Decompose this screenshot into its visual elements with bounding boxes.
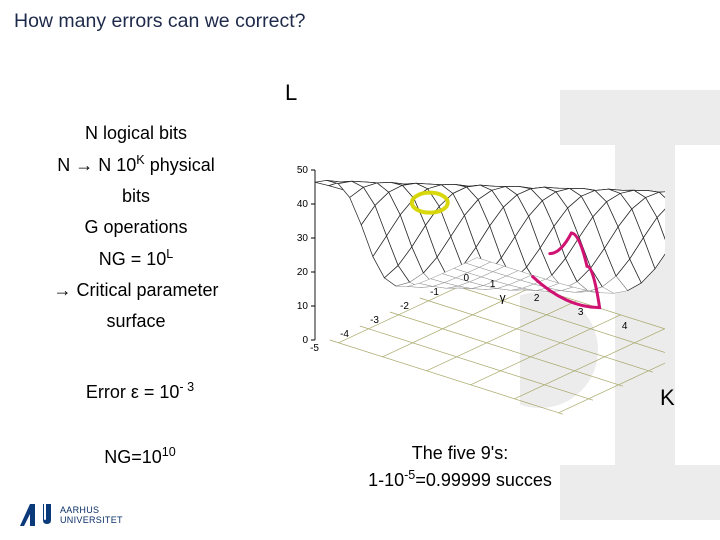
svg-text:1: 1 (490, 279, 496, 290)
left-line-4: G operations (16, 214, 256, 241)
page-title: How many errors can we correct? (14, 10, 306, 33)
left-line-7: surface (16, 308, 256, 335)
ng-value: NG=1010 (30, 445, 250, 468)
left-line-5: NG = 10L (16, 245, 256, 273)
au-logo-icon (18, 502, 52, 528)
svg-text:40: 40 (297, 199, 309, 210)
svg-text:10: 10 (297, 301, 309, 312)
svg-text:0: 0 (463, 273, 469, 284)
svg-text:-1: -1 (430, 287, 439, 298)
svg-text:3: 3 (578, 307, 584, 318)
svg-text:-4: -4 (340, 329, 349, 340)
university-logo-text: AARHUS UNIVERSITET (60, 505, 123, 526)
svg-text:2: 2 (534, 293, 540, 304)
svg-text:4: 4 (622, 321, 628, 332)
axis-label-L: L (285, 80, 297, 106)
five-nines-line1: The five 9's: (300, 440, 620, 466)
five-nines-block: The five 9's: 1-10-5=0.99999 succes (300, 440, 620, 493)
university-logo: AARHUS UNIVERSITET (18, 502, 123, 528)
svg-text:0: 0 (302, 335, 308, 346)
five-nines-line2: 1-10-5=0.99999 succes (300, 466, 620, 493)
svg-text:30: 30 (297, 233, 309, 244)
left-line-2: N → N 10K physical (16, 151, 256, 179)
svg-text:-3: -3 (370, 315, 379, 326)
svg-text:-5: -5 (310, 343, 319, 354)
left-line-1: N logical bits (16, 120, 256, 147)
svg-text:50: 50 (297, 165, 309, 176)
left-text-block: N logical bits N → N 10K physical bits G… (16, 120, 256, 339)
error-value: Error ε = 10- 3 (30, 380, 250, 403)
left-line-6: → Critical parameter (16, 277, 256, 304)
surface-chart: 010203040501234560-1-2-3-4-5γ (265, 110, 665, 430)
svg-text:-2: -2 (400, 301, 409, 312)
svg-text:20: 20 (297, 267, 309, 278)
left-line-3: bits (16, 183, 256, 210)
svg-text:γ: γ (500, 290, 506, 304)
